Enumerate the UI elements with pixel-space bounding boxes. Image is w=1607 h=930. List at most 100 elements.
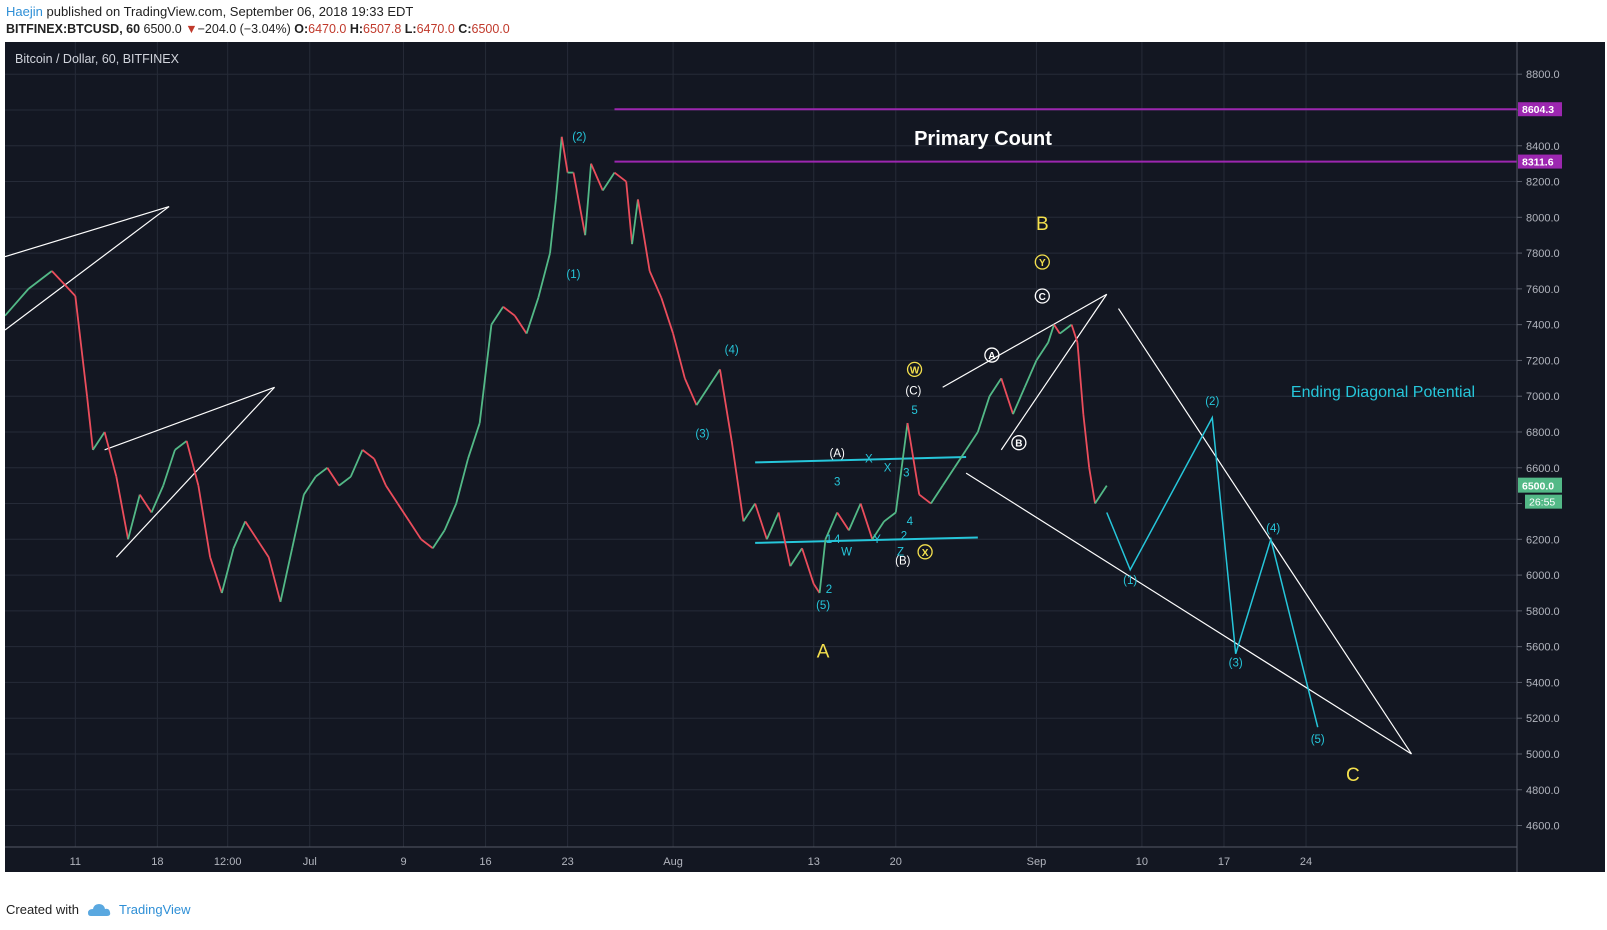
price-segment [1023,360,1038,388]
price-segment [1094,485,1108,505]
low-value: 6470.0 [416,22,455,36]
y-tick-label: 4800.0 [1526,785,1560,797]
y-tick-label: 6800.0 [1526,427,1560,439]
level-tag [1518,154,1562,169]
price-segment [848,503,862,531]
price-segment [707,368,721,388]
wave-label: 3 [903,468,909,480]
price-segment [1047,324,1055,343]
x-tick-label: Sep [1027,856,1047,868]
wave-circle-mark [1034,254,1050,270]
trend-line[interactable] [755,536,978,544]
wave-label: Z [897,546,904,558]
trend-line[interactable] [1117,308,1413,755]
price-segment [478,324,493,424]
trend-line[interactable] [942,293,1108,388]
wave-label: (5) [1311,734,1325,746]
y-tick-label: 5800.0 [1526,606,1560,618]
price-segment [754,503,768,540]
price-segment [361,449,375,460]
x-tick-label: 11 [70,856,81,868]
price-segment [560,136,569,173]
y-tick-label: 7400.0 [1526,320,1560,332]
y-tick-label: 8800.0 [1526,69,1560,81]
wave-label: (1) [1123,575,1137,587]
price-segment [385,485,399,505]
y-tick-label: 5200.0 [1526,713,1560,725]
price-segment [801,547,815,585]
trend-line[interactable] [1000,293,1108,451]
price-segment [220,548,235,594]
trend-line[interactable] [755,456,967,464]
price-segment [174,440,188,451]
wave-circle-mark [1034,288,1050,304]
price-segment [1053,324,1061,335]
wave-projection-line[interactable] [1106,415,1319,728]
wave-label: 1 [826,534,832,546]
level-tag [1518,102,1562,117]
wave-label: (4) [1266,523,1280,535]
trend-line[interactable] [104,386,275,451]
price-segment [185,440,200,486]
last-price: 6500.0 [143,22,182,36]
y-tick-label: 6600.0 [1526,463,1560,475]
x-tick-label: 9 [400,856,406,868]
circled-wave-label: C [1039,292,1046,303]
price-segment [291,494,305,549]
price-segment [115,476,129,540]
low-label: L: [404,22,417,36]
price-segment [602,172,616,191]
trend-line[interactable] [4,206,170,331]
wave-label: (2) [1205,396,1219,408]
y-tick-label: 5400.0 [1526,677,1560,689]
down-arrow-icon: ▼ [185,22,198,36]
price-segment [554,136,563,200]
price-segment [443,503,458,531]
y-tick-label: 5600.0 [1526,642,1560,654]
price-segment [672,333,686,379]
price-segment [719,369,733,442]
wave-circle-mark [906,361,923,378]
tradingview-link[interactable]: TradingView [118,902,191,917]
price-segment [572,172,587,236]
high-value: 6507.8 [363,22,402,36]
price-segment [613,171,627,183]
price-chart[interactable]: (2) (1) (4) (3) (5) A B C (1) (2) (3) (4) (5) (A) (C) (… [4,42,1605,872]
circled-wave-label: X [922,548,929,559]
price-segment [408,520,422,540]
price-segment [1082,413,1091,468]
primary-count-title: Primary Count [914,128,1052,150]
x-tick-label: 13 [808,856,820,868]
y-tick-label: 7000.0 [1526,391,1560,403]
price-segment [965,431,979,451]
y-tick-label: 4600.0 [1526,821,1560,833]
price-segment [742,503,756,522]
y-tick-label: 8200.0 [1526,177,1560,189]
price-segment [490,306,504,326]
y-tick-label: 8400.0 [1526,141,1560,153]
price-segment [894,422,909,513]
price-segment [824,512,839,540]
trend-line[interactable] [4,206,170,258]
price-segment [279,548,294,603]
price-segment [127,494,141,540]
circled-wave-label: B [1015,439,1022,450]
price-segment [549,199,557,254]
price-segment [988,377,1003,397]
price-segment [197,485,212,558]
price-segment [871,520,885,540]
price-segment [525,297,540,334]
wave-label: (2) [572,131,586,143]
chart-title: Bitcoin / Dollar, 60, BITFINEX [15,52,180,66]
price-segment [930,485,944,505]
wave-label: B [1036,214,1049,235]
x-tick-label: 23 [561,856,573,868]
x-tick-label: 12:00 [214,856,242,868]
price-segment [244,520,258,540]
author-link[interactable]: Haejin [6,4,43,19]
chart-panel[interactable]: (2) (1) (4) (3) (5) A B C (1) (2) (3) (4) (5) (A) (C) (… [4,42,1605,872]
price-segment [648,270,663,299]
close-label: C: [458,22,472,36]
trend-line[interactable] [965,472,1412,755]
wave-label: Y [873,534,881,546]
